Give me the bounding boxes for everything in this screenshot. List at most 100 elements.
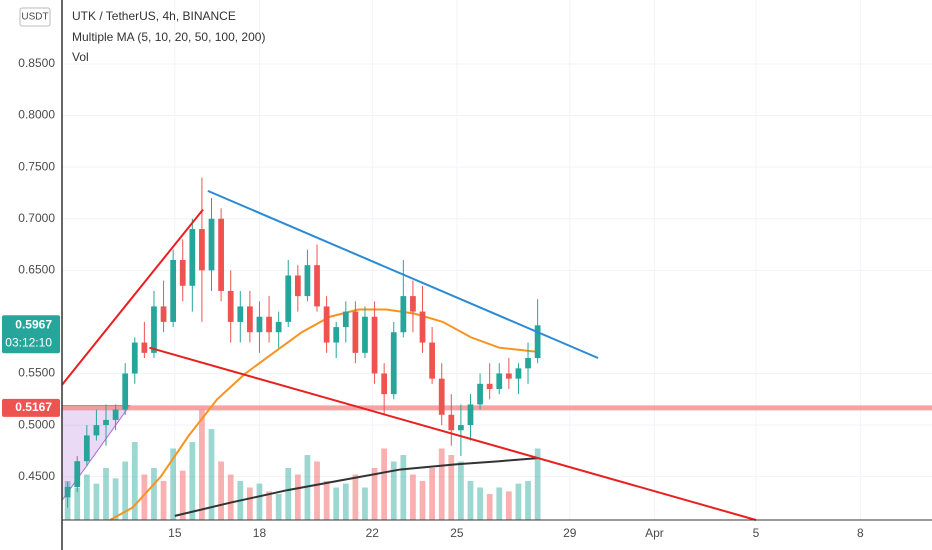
volume-bar xyxy=(247,487,253,520)
candle-body xyxy=(534,325,541,359)
candle-body xyxy=(199,229,205,271)
axis-labels: 0.4500 0.5000 0.5500 0.6500 0.7000 0.7500 0.80… xyxy=(2,56,864,540)
volume-bar xyxy=(515,483,522,520)
candle-body xyxy=(112,409,119,420)
candle-body xyxy=(64,486,71,498)
moving-average xyxy=(109,308,538,521)
candle-body xyxy=(342,311,349,328)
volume-bar xyxy=(179,470,186,520)
volume-bar xyxy=(141,474,148,520)
volume-bar xyxy=(266,491,272,520)
volume-bar xyxy=(390,461,397,520)
volume-bar xyxy=(505,491,512,520)
volume-bar xyxy=(525,481,531,520)
level-label: 0.5167 xyxy=(15,400,52,414)
x-tick-label: 25 xyxy=(450,526,464,540)
candle-body xyxy=(151,306,157,353)
volume-bar xyxy=(352,474,359,520)
trend-line xyxy=(207,189,599,359)
candle-body xyxy=(314,265,320,307)
candle-body xyxy=(218,218,224,291)
candle-body xyxy=(381,373,388,395)
volume-bar xyxy=(342,483,349,520)
candle-body xyxy=(227,290,234,322)
volume-bar xyxy=(189,442,196,520)
candle-body xyxy=(266,316,272,333)
candle-body xyxy=(304,265,311,297)
candle-body xyxy=(390,332,397,395)
candle-body xyxy=(141,342,148,353)
candle-body xyxy=(83,435,90,462)
candle-body xyxy=(256,316,263,333)
volume-bar xyxy=(208,429,215,520)
candle-body xyxy=(323,306,330,343)
y-tick-label: 0.8000 xyxy=(18,108,55,122)
candle-body xyxy=(189,229,196,286)
y-tick-label: 0.6500 xyxy=(18,262,55,276)
volume-bar xyxy=(74,487,81,520)
candle-body xyxy=(208,218,215,271)
volume-bar xyxy=(486,494,493,520)
volume-bar xyxy=(103,468,109,520)
volume-bar xyxy=(131,442,138,520)
plot xyxy=(61,177,932,521)
volume-bar xyxy=(151,468,157,520)
candle-body xyxy=(419,311,426,343)
candle-body xyxy=(333,327,340,343)
volume-bar xyxy=(467,481,474,520)
y-tick-label: 0.4500 xyxy=(18,469,55,483)
x-tick-label: 18 xyxy=(253,526,267,540)
x-tick-label: 15 xyxy=(168,526,182,540)
volume-bar xyxy=(534,448,541,520)
x-tick-label: 22 xyxy=(366,526,380,540)
volume-bar xyxy=(496,487,503,520)
volume-bar xyxy=(477,487,483,520)
volume-bar xyxy=(275,494,282,520)
candle-body xyxy=(505,373,512,379)
indicator-label: Vol xyxy=(72,50,89,64)
volume-bar xyxy=(170,448,177,520)
candle-body xyxy=(93,425,100,436)
volume-bar xyxy=(438,448,445,520)
candle-body xyxy=(131,342,138,374)
volume-bar xyxy=(227,474,234,520)
candle-body xyxy=(458,425,464,431)
candle-body xyxy=(410,296,416,312)
candle-body xyxy=(371,316,378,374)
volume-bar xyxy=(371,468,378,520)
currency: USDT xyxy=(21,12,48,23)
volume-bar xyxy=(256,483,263,520)
candle-body xyxy=(525,358,531,369)
candle-body xyxy=(74,461,81,487)
grid xyxy=(62,0,932,520)
last-price-label: 0.5967 xyxy=(15,317,52,331)
candle-body xyxy=(467,404,474,426)
y-tick-label: 0.7000 xyxy=(18,211,55,225)
candle-body xyxy=(275,321,282,333)
x-tick-label: 5 xyxy=(753,526,760,540)
volume-bar xyxy=(381,448,388,520)
candle-body xyxy=(122,373,129,410)
moving-average xyxy=(174,457,538,517)
x-tick-label: 29 xyxy=(563,526,577,540)
volume-bar xyxy=(419,481,426,520)
x-tick-label: 8 xyxy=(857,526,864,540)
x-tick-label: Apr xyxy=(645,526,664,540)
volume-bar xyxy=(429,468,435,520)
candle-body xyxy=(294,275,301,297)
volume-bar xyxy=(304,455,311,520)
volume-bar xyxy=(333,487,340,520)
y-tick-label: 0.5000 xyxy=(18,417,55,431)
volume-bar xyxy=(93,483,100,520)
candle-body xyxy=(352,311,359,353)
y-tick-label: 0.8500 xyxy=(18,56,55,70)
candle-body xyxy=(285,275,292,322)
volume-bar xyxy=(314,461,320,520)
candle-body xyxy=(160,306,167,322)
volume-bar xyxy=(83,474,90,520)
candle-body xyxy=(477,383,483,405)
candle-body xyxy=(515,368,522,379)
currency-box xyxy=(19,7,51,27)
candle-body xyxy=(179,260,186,286)
